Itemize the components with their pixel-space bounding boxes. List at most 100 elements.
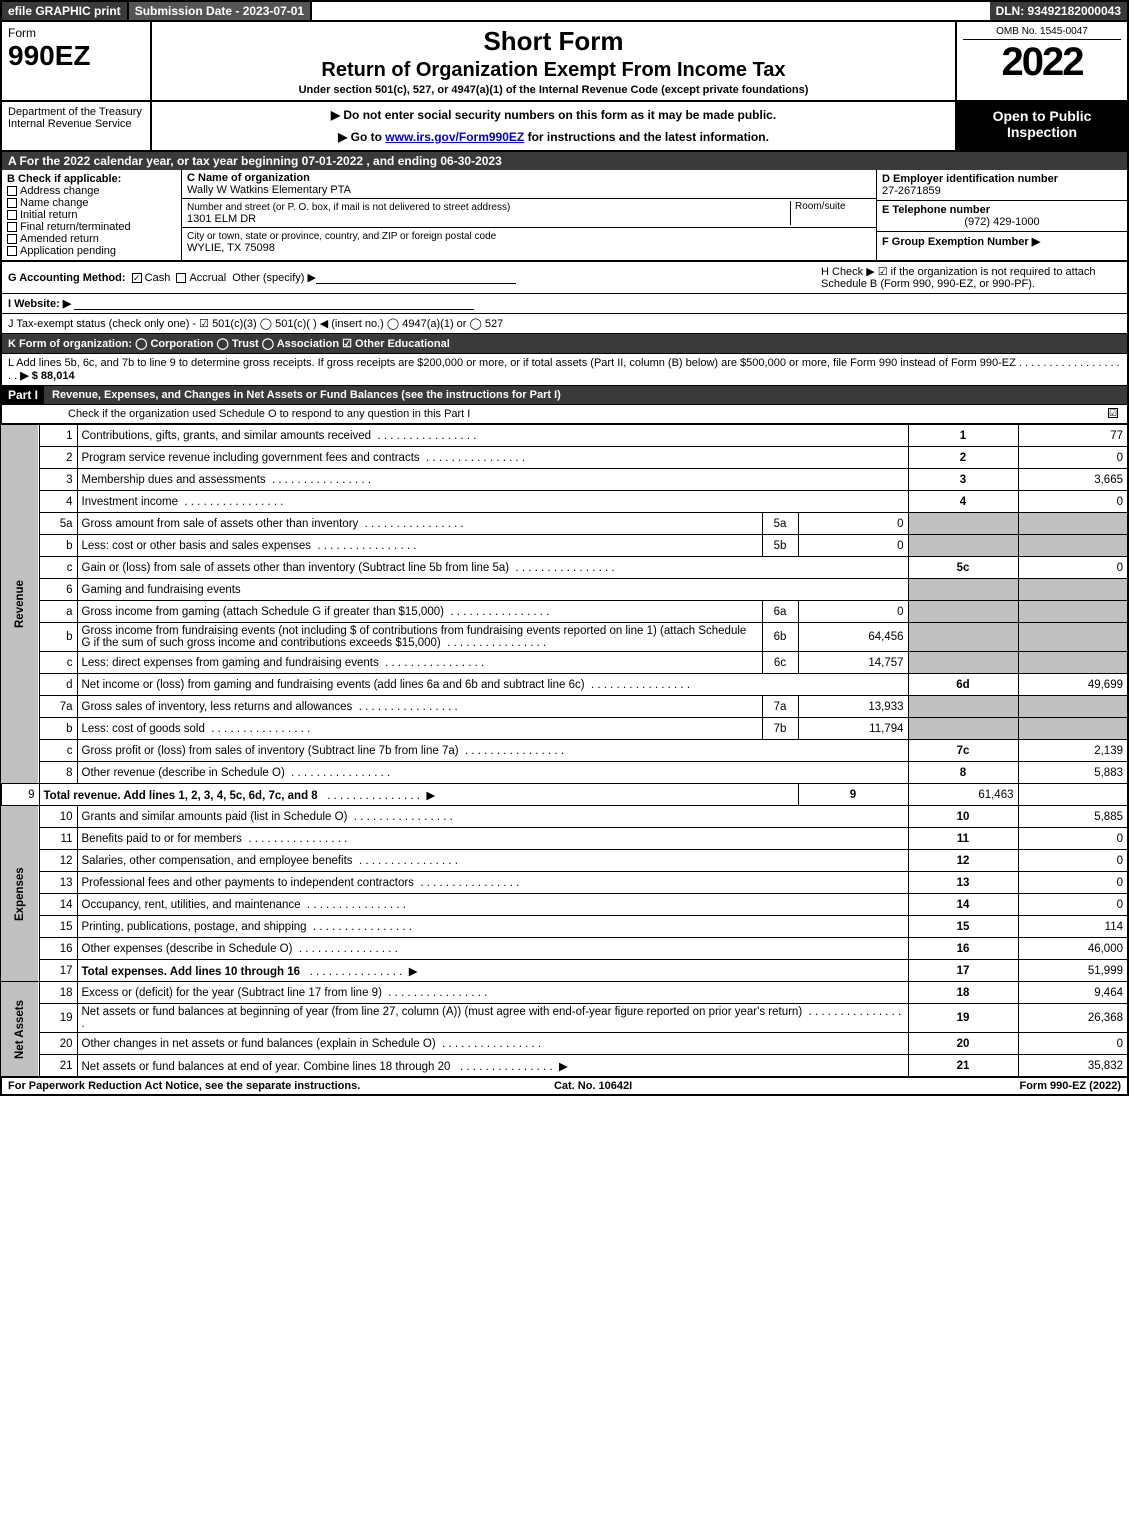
mid-num: 6c <box>762 652 798 674</box>
row-desc: Less: cost or other basis and sales expe… <box>77 535 762 557</box>
result-num: 13 <box>908 872 1018 894</box>
result-val: 0 <box>1018 872 1128 894</box>
section-c: C Name of organization Wally W Watkins E… <box>182 170 877 260</box>
c-label: C Name of organization <box>187 172 310 184</box>
row-desc: Other revenue (describe in Schedule O) .… <box>77 762 908 784</box>
row-num: 5a <box>39 513 77 535</box>
mid-num: 7b <box>762 718 798 740</box>
schedule-o-checkbox[interactable]: ☑ <box>1108 408 1118 418</box>
top-bar: efile GRAPHIC print Submission Date - 20… <box>0 0 1129 22</box>
section-def: D Employer identification number27-26718… <box>877 170 1127 260</box>
row-num: 12 <box>39 850 77 872</box>
row-num: b <box>39 718 77 740</box>
mid-num: 7a <box>762 696 798 718</box>
result-num: 6d <box>908 674 1018 696</box>
line-i: I Website: ▶ <box>0 294 1129 314</box>
mid-val: 0 <box>798 601 908 623</box>
page-footer: For Paperwork Reduction Act Notice, see … <box>0 1077 1129 1096</box>
row-desc: Net assets or fund balances at end of ye… <box>77 1055 908 1077</box>
result-val: 5,883 <box>1018 762 1128 784</box>
inspection-badge: Open to Public Inspection <box>957 102 1127 150</box>
mid-val: 0 <box>798 535 908 557</box>
street-label: Number and street (or P. O. box, if mail… <box>187 202 510 213</box>
instructions-link[interactable]: www.irs.gov/Form990EZ <box>385 130 524 144</box>
row-num: 1 <box>39 425 77 447</box>
result-val: 0 <box>1018 1033 1128 1055</box>
row-num: 7a <box>39 696 77 718</box>
efile-print-btn[interactable]: efile GRAPHIC print <box>2 2 129 20</box>
mid-num: 6a <box>762 601 798 623</box>
shade-cell <box>908 513 1018 535</box>
result-num: 1 <box>908 425 1018 447</box>
street: 1301 ELM DR <box>187 213 256 225</box>
result-val: 5,885 <box>1018 806 1128 828</box>
checkbox-name-change[interactable] <box>7 198 17 208</box>
netassets-section-label: Net Assets <box>1 982 39 1077</box>
result-num: 7c <box>908 740 1018 762</box>
checkbox-initial-return[interactable] <box>7 210 17 220</box>
shade-cell <box>1018 696 1128 718</box>
row-desc: Contributions, gifts, grants, and simila… <box>77 425 908 447</box>
mid-val: 14,757 <box>798 652 908 674</box>
result-num: 3 <box>908 469 1018 491</box>
row-num: 17 <box>39 960 77 982</box>
row-num: 8 <box>39 762 77 784</box>
row-num: 20 <box>39 1033 77 1055</box>
result-val: 0 <box>1018 491 1128 513</box>
form-header-2: Department of the Treasury Internal Reve… <box>0 102 1129 152</box>
shade-cell <box>908 579 1018 601</box>
cash-checkbox[interactable]: ✓ <box>132 273 142 283</box>
checkbox-address-change[interactable] <box>7 186 17 196</box>
row-desc: Grants and similar amounts paid (list in… <box>77 806 908 828</box>
row-desc: Gross amount from sale of assets other t… <box>77 513 762 535</box>
shade-cell <box>908 601 1018 623</box>
checkbox-application-pending[interactable] <box>7 246 17 256</box>
row-desc: Gross sales of inventory, less returns a… <box>77 696 762 718</box>
mid-num: 5b <box>762 535 798 557</box>
row-num: 10 <box>39 806 77 828</box>
row-num: 21 <box>39 1055 77 1077</box>
b-item: Final return/terminated <box>7 221 176 233</box>
result-val: 61,463 <box>908 784 1018 806</box>
ein: 27-2671859 <box>882 185 941 197</box>
website-input[interactable] <box>74 298 474 310</box>
shade-cell <box>1018 513 1128 535</box>
result-val: 26,368 <box>1018 1004 1128 1033</box>
line-k: K Form of organization: ◯ Corporation ◯ … <box>0 334 1129 354</box>
row-desc: Gross income from gaming (attach Schedul… <box>77 601 762 623</box>
row-num: b <box>39 623 77 652</box>
result-val: 0 <box>1018 828 1128 850</box>
result-num: 4 <box>908 491 1018 513</box>
b-item: Name change <box>7 197 176 209</box>
other-input[interactable] <box>316 272 516 284</box>
part-i-header: Part I Revenue, Expenses, and Changes in… <box>0 386 1129 405</box>
checkbox-final-return-terminated[interactable] <box>7 222 17 232</box>
result-num: 9 <box>798 784 908 806</box>
i-label: I Website: ▶ <box>8 298 71 310</box>
form-number: 990EZ <box>8 40 144 72</box>
row-num: 3 <box>39 469 77 491</box>
result-val: 0 <box>1018 850 1128 872</box>
accrual-checkbox[interactable] <box>176 273 186 283</box>
f-label: F Group Exemption Number ▶ <box>882 236 1040 248</box>
line-j: J Tax-exempt status (check only one) - ☑… <box>0 314 1129 334</box>
result-val: 46,000 <box>1018 938 1128 960</box>
row-desc: Membership dues and assessments . . . . … <box>77 469 908 491</box>
result-val: 35,832 <box>1018 1055 1128 1077</box>
part-i-badge: Part I <box>2 386 44 404</box>
city: WYLIE, TX 75098 <box>187 242 275 254</box>
result-val: 77 <box>1018 425 1128 447</box>
b-label: B Check if applicable: <box>7 173 176 185</box>
result-val: 0 <box>1018 557 1128 579</box>
row-num: 13 <box>39 872 77 894</box>
row-desc: Less: cost of goods sold . . . . . . . .… <box>77 718 762 740</box>
result-num: 11 <box>908 828 1018 850</box>
mid-num: 5a <box>762 513 798 535</box>
row-num: c <box>39 557 77 579</box>
checkbox-amended-return[interactable] <box>7 234 17 244</box>
result-val: 0 <box>1018 894 1128 916</box>
result-num: 18 <box>908 982 1018 1004</box>
row-num: 2 <box>39 447 77 469</box>
b-item: Application pending <box>7 245 176 257</box>
shade-cell <box>1018 623 1128 652</box>
